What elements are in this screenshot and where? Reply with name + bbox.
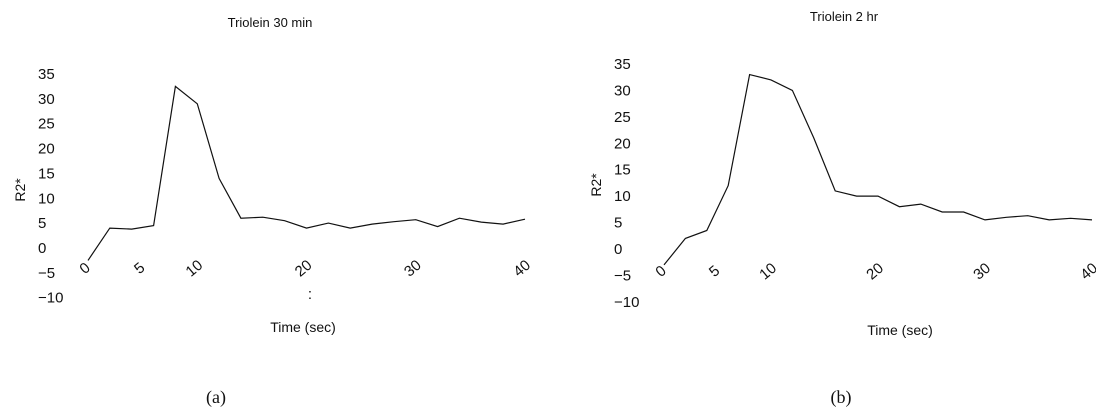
series-group: [663, 73, 1093, 266]
x-tick-label: 40: [1077, 260, 1096, 284]
chart-panel-a: Triolein 30 min R2* Time (sec) (a) : 353…: [12, 15, 534, 408]
x-tick-label: 20: [863, 260, 887, 284]
y-tick-label: 15: [614, 162, 631, 179]
x-tick-label: 5: [706, 262, 723, 280]
panel-label: (b): [831, 387, 852, 408]
x-tick-label: 20: [292, 257, 316, 281]
panel-label: (a): [206, 387, 226, 408]
chart-panel-b: Triolein 2 hr R2* Time (sec) (b) 35 30 25 2…: [588, 9, 1096, 408]
series-line: [87, 85, 526, 261]
chart-title: Triolein 30 min: [228, 15, 313, 30]
x-tick-label: 5: [131, 259, 148, 277]
stray-mark: :: [308, 286, 312, 303]
y-tick-label: 5: [614, 215, 622, 232]
y-tick-label: 35: [614, 56, 631, 73]
y-tick-label: 35: [38, 66, 55, 83]
y-tick-label: 25: [614, 109, 631, 126]
x-tick-label: 30: [401, 257, 425, 281]
y-tick-label: 10: [614, 188, 631, 205]
x-tick-label: 10: [183, 257, 207, 281]
series-group: [87, 85, 526, 261]
y-tick-label: −5: [614, 267, 631, 284]
y-axis-ticks: 35 30 25 20 15 10 5 0 −5 −10: [38, 66, 63, 307]
x-axis-label: Time (sec): [867, 322, 933, 338]
x-tick-label: 0: [652, 262, 669, 280]
y-tick-label: 0: [614, 241, 622, 258]
y-tick-label: 0: [38, 240, 46, 257]
x-axis-label: Time (sec): [270, 319, 336, 335]
chart-title: Triolein 2 hr: [810, 9, 879, 24]
y-tick-label: 5: [38, 215, 46, 232]
y-axis-ticks: 35 30 25 20 15 10 5 0 −5 −10: [614, 56, 639, 311]
x-axis-ticks: 0 5 10 20 30 40: [76, 257, 534, 281]
y-tick-label: 30: [38, 91, 55, 108]
x-tick-label: 40: [510, 257, 534, 281]
y-axis-label: R2*: [12, 178, 28, 202]
y-tick-label: 10: [38, 190, 55, 207]
y-axis-label: R2*: [588, 173, 604, 197]
y-tick-label: −10: [38, 290, 63, 307]
y-tick-label: −5: [38, 265, 55, 282]
x-tick-label: 10: [756, 260, 780, 284]
x-tick-label: 0: [76, 259, 93, 277]
y-tick-label: 15: [38, 165, 55, 182]
y-tick-label: 30: [614, 82, 631, 99]
x-axis-ticks: 0 5 10 20 30 40: [652, 260, 1096, 284]
y-tick-label: 25: [38, 116, 55, 133]
y-tick-label: −10: [614, 294, 639, 311]
y-tick-label: 20: [614, 135, 631, 152]
x-tick-label: 30: [970, 260, 994, 284]
series-line: [663, 73, 1093, 266]
y-tick-label: 20: [38, 141, 55, 158]
